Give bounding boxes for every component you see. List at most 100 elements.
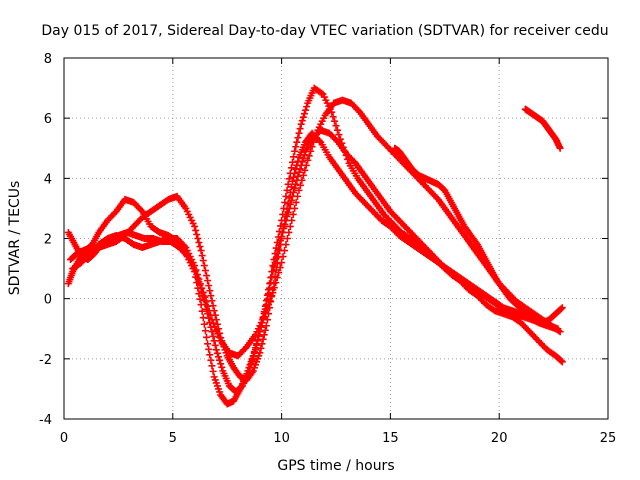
plus-marker — [557, 357, 565, 365]
series-trace-d — [69, 96, 564, 360]
y-tick-label: 0 — [44, 293, 52, 308]
plus-marker — [296, 125, 304, 133]
plus-marker — [199, 257, 207, 265]
plus-marker — [292, 143, 300, 151]
plus-marker — [204, 277, 212, 285]
plus-marker — [285, 228, 293, 236]
plus-marker — [336, 135, 344, 143]
plus-marker — [272, 244, 280, 252]
plus-marker — [278, 216, 286, 224]
plus-marker — [341, 147, 349, 155]
plus-marker — [295, 186, 303, 194]
data-points — [64, 84, 566, 408]
plus-marker — [556, 328, 564, 336]
plus-marker — [207, 356, 215, 364]
plus-marker — [208, 316, 216, 324]
plus-marker — [335, 131, 343, 139]
plus-marker — [196, 243, 204, 251]
plus-marker — [279, 228, 287, 236]
plus-marker — [198, 307, 206, 315]
plus-marker — [344, 155, 352, 163]
plus-marker — [286, 169, 294, 177]
plus-marker — [203, 272, 211, 280]
plus-marker — [266, 280, 274, 288]
x-tick-label: 5 — [169, 431, 177, 446]
plus-marker — [270, 284, 278, 292]
plus-marker — [212, 346, 220, 354]
plus-marker — [273, 260, 281, 268]
plus-marker — [263, 305, 271, 313]
series-trace-c — [64, 84, 562, 396]
plus-marker — [333, 137, 341, 145]
plus-marker — [195, 290, 203, 298]
plus-marker — [331, 117, 339, 125]
plus-marker — [294, 134, 302, 142]
plus-marker — [201, 293, 209, 301]
plus-marker — [281, 247, 289, 255]
plus-marker — [207, 311, 215, 319]
plus-marker — [310, 138, 318, 146]
plus-marker — [241, 344, 249, 352]
plus-marker — [192, 226, 200, 234]
plus-marker — [262, 309, 270, 317]
plus-marker — [282, 192, 290, 200]
plus-marker — [307, 147, 315, 155]
plus-marker — [342, 151, 350, 159]
plus-marker — [315, 137, 323, 145]
plus-marker — [195, 275, 203, 283]
plus-marker — [275, 269, 283, 277]
plus-marker — [279, 210, 287, 218]
plus-marker — [191, 222, 199, 230]
plus-marker — [275, 227, 283, 235]
plus-marker — [213, 349, 221, 357]
plus-marker — [276, 264, 284, 272]
plus-marker — [557, 305, 565, 313]
series-trace-e — [521, 105, 564, 152]
plus-marker — [290, 153, 298, 161]
plus-marker — [311, 134, 319, 142]
plus-marker — [284, 199, 292, 207]
plus-marker — [111, 209, 119, 217]
plus-marker — [205, 307, 213, 315]
plus-marker — [282, 241, 290, 249]
plus-marker — [294, 157, 302, 165]
plus-marker — [205, 282, 213, 290]
plus-marker — [203, 333, 211, 341]
plus-marker — [193, 230, 201, 238]
plus-marker — [206, 287, 214, 295]
y-tick-label: 8 — [44, 52, 52, 67]
plus-marker — [304, 156, 312, 164]
plus-marker — [339, 143, 347, 151]
plus-marker — [209, 332, 217, 340]
plus-marker — [299, 171, 307, 179]
y-tick-label: -4 — [39, 413, 52, 428]
grid-lines — [64, 58, 608, 419]
plus-marker — [293, 161, 301, 169]
plus-marker — [558, 304, 566, 312]
plus-marker — [209, 319, 217, 327]
plus-marker — [287, 164, 295, 172]
plus-marker — [245, 367, 253, 375]
plus-marker — [204, 302, 212, 310]
plus-marker — [293, 138, 301, 146]
plus-marker — [260, 313, 268, 321]
plus-marker — [207, 292, 215, 300]
plus-marker — [208, 362, 216, 370]
plus-marker — [433, 194, 441, 202]
plus-marker — [472, 239, 480, 247]
plus-marker — [205, 345, 213, 353]
plus-marker — [268, 268, 276, 276]
plus-marker — [281, 198, 289, 206]
plus-marker — [265, 286, 273, 294]
x-tick-label: 10 — [273, 431, 290, 446]
plus-marker — [253, 341, 261, 349]
plus-marker — [272, 279, 280, 287]
plus-marker — [284, 180, 292, 188]
plus-marker — [212, 326, 220, 334]
y-tick-label: -2 — [39, 353, 52, 368]
plus-marker — [329, 113, 337, 121]
plus-marker — [217, 360, 225, 368]
plus-marker — [204, 340, 212, 348]
plus-marker — [266, 297, 274, 305]
